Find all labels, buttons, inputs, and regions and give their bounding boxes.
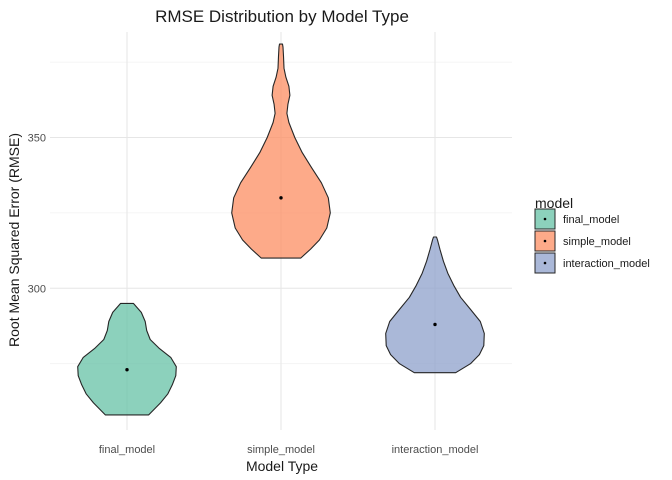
x-axis-ticks: final_model simple_model interaction_model	[99, 444, 479, 456]
x-tick-label: simple_model	[247, 444, 315, 456]
violin-final_model	[77, 302, 177, 416]
legend: model final_model simple_model interaction…	[534, 195, 650, 274]
legend-label-final_model: final_model	[563, 214, 619, 226]
mean-point-interaction_model	[433, 322, 437, 327]
mean-point-final_model	[125, 367, 129, 372]
y-tick-label: 350	[28, 133, 46, 145]
y-axis-ticks: 300 350	[28, 133, 46, 296]
y-tick-label: 300	[28, 283, 46, 295]
legend-title: model	[535, 195, 573, 211]
violins	[77, 43, 485, 416]
violin-interaction_model	[385, 236, 485, 374]
x-tick-label: final_model	[99, 444, 155, 456]
violin-simple_model	[231, 43, 331, 259]
legend-key-dot	[543, 217, 547, 221]
legend-key-dot	[543, 261, 547, 265]
legend-key-dot	[543, 239, 547, 243]
x-axis-title: Model Type	[246, 458, 318, 474]
x-tick-label: interaction_model	[392, 444, 479, 456]
mean-point-simple_model	[279, 196, 283, 200]
legend-label-interaction_model: interaction_model	[563, 258, 650, 270]
y-axis-title: Root Mean Squared Error (RMSE)	[6, 133, 22, 347]
chart-title: RMSE Distribution by Model Type	[155, 7, 409, 26]
legend-label-simple_model: simple_model	[563, 236, 631, 248]
